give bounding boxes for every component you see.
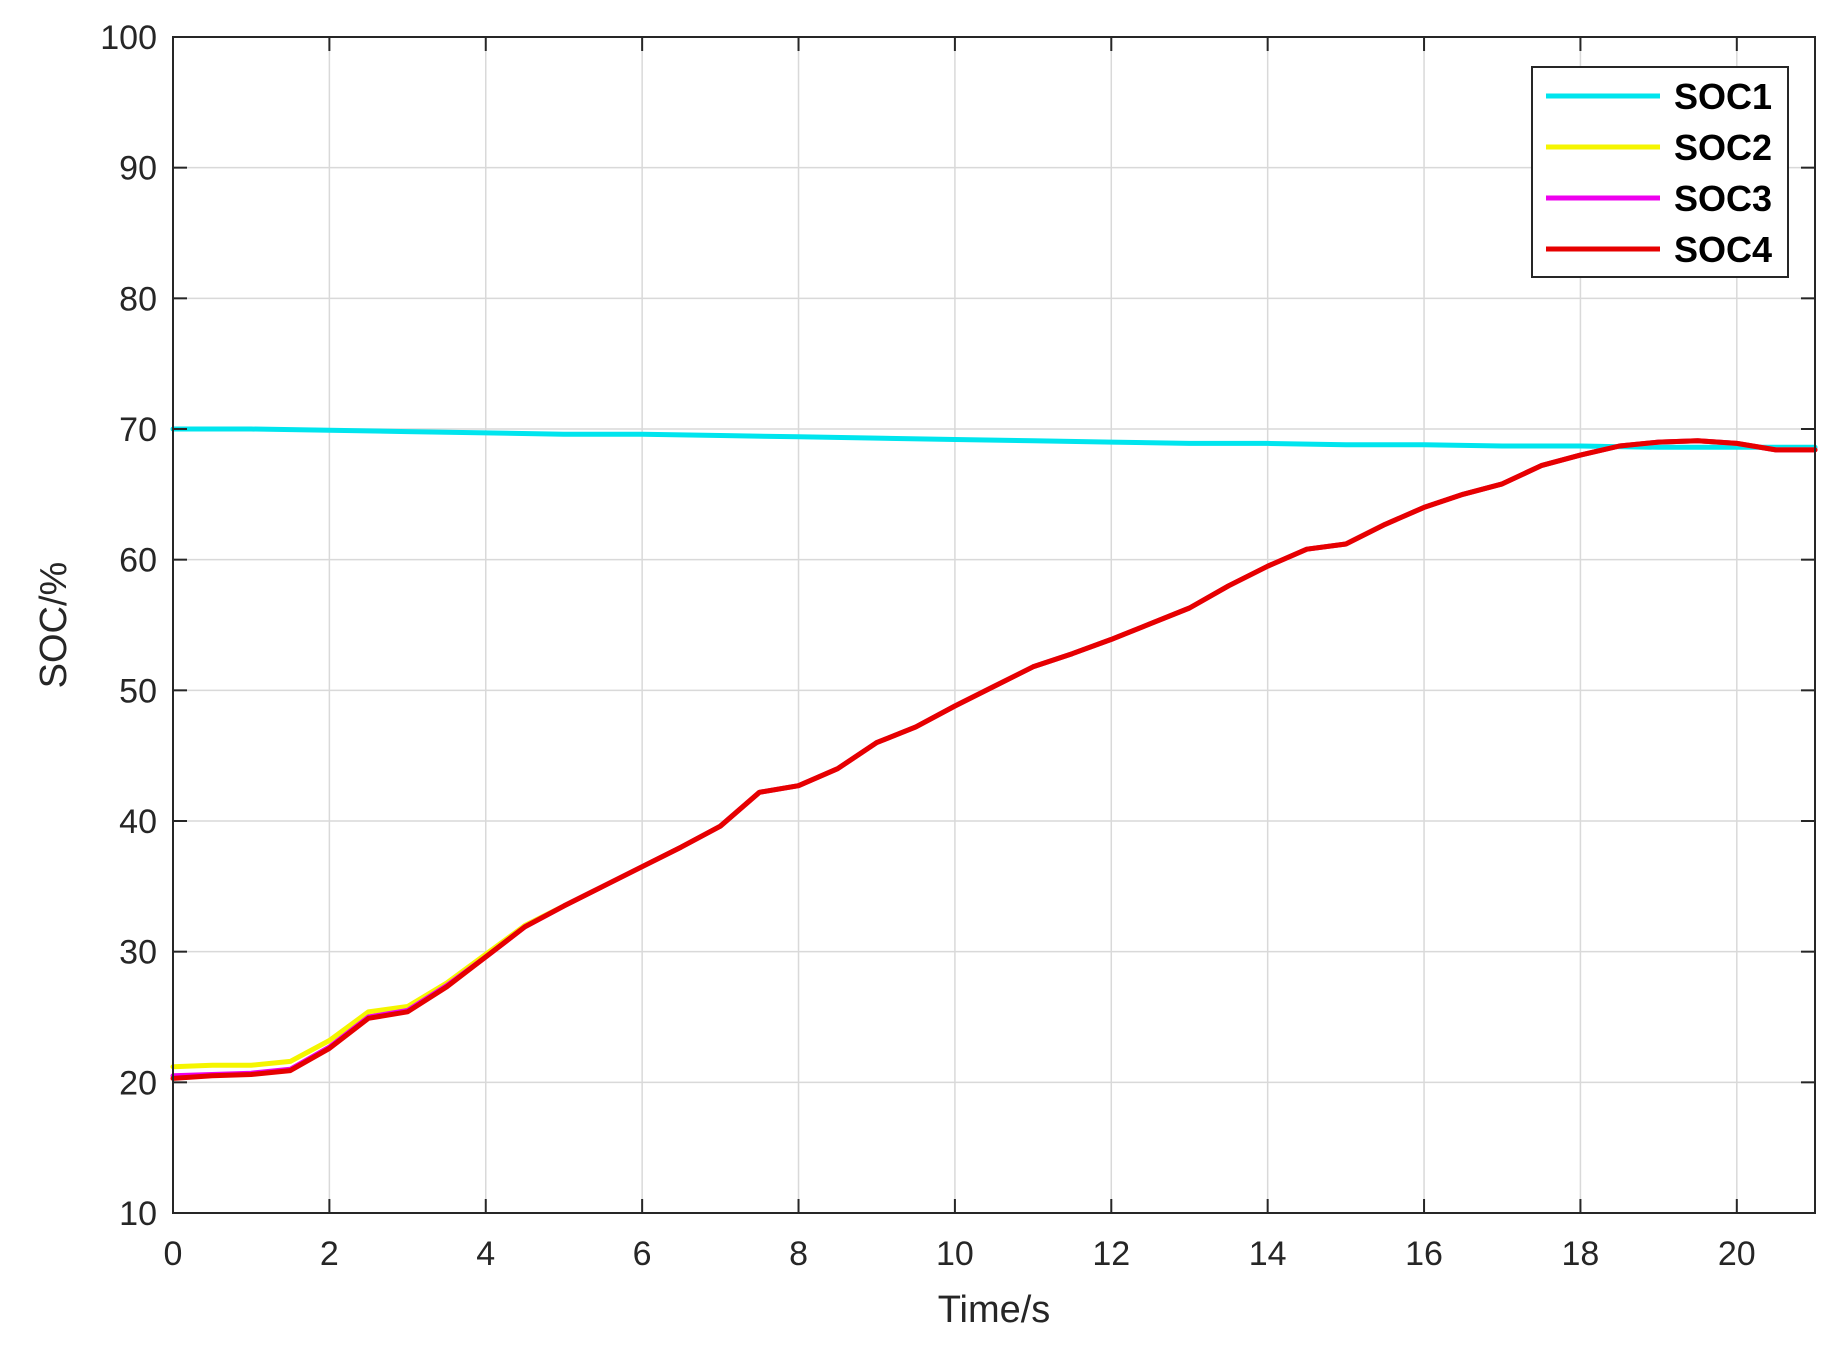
legend-box [1531,66,1789,278]
y-axis-label: SOC/% [33,562,75,689]
y-tick-label: 40 [119,803,157,841]
legend-label-soc2: SOC2 [1674,127,1772,168]
y-tick-label: 10 [119,1195,157,1233]
x-tick-label: 12 [1092,1235,1130,1273]
y-tick-label: 30 [119,934,157,972]
x-tick-label: 18 [1562,1235,1600,1273]
x-tick-label: 6 [633,1235,652,1273]
series-line-soc4 [170,438,1818,1081]
y-tick-label: 80 [119,280,157,318]
legend-label-soc3: SOC3 [1674,178,1772,219]
y-tick-label: 100 [100,19,157,57]
legend: SOC1 SOC2 SOC3 SOC4 [1531,66,1789,278]
x-tick-label: 0 [164,1235,183,1273]
legend-label-soc4: SOC4 [1674,229,1772,270]
x-axis-label: Time/s [938,1289,1051,1331]
y-tick-label: 60 [119,542,157,580]
x-tick-label: 4 [476,1235,495,1273]
x-tick-label: 2 [320,1235,339,1273]
y-tick-label: 50 [119,672,157,710]
legend-label-soc1: SOC1 [1674,76,1772,117]
axis-ticks: 0 2 4 6 8 10 12 14 16 18 20 10 20 30 40 50 60 70 80 90 100 [100,19,1815,1273]
x-tick-label: 20 [1718,1235,1756,1273]
y-tick-label: 20 [119,1064,157,1102]
x-tick-label: 14 [1249,1235,1287,1273]
x-tick-label: 10 [936,1235,974,1273]
y-tick-label: 90 [119,150,157,188]
x-tick-label: 8 [789,1235,808,1273]
series-line-soc1 [170,426,1818,450]
series-lines [170,426,1818,1081]
plot-frame [172,36,1816,1214]
y-tick-label: 70 [119,411,157,449]
x-tick-label: 16 [1405,1235,1443,1273]
